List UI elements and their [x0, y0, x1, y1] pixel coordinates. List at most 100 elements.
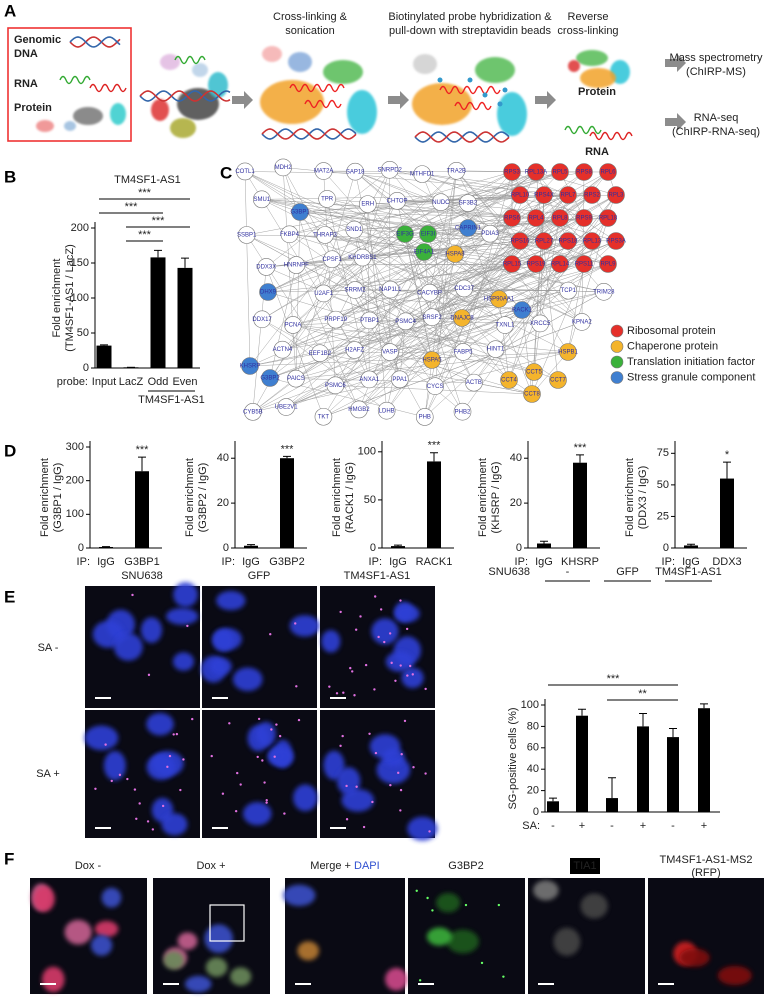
protein-blob — [208, 72, 228, 98]
image-label: (RFP) — [691, 867, 720, 879]
error-bar — [138, 456, 146, 472]
protein-blob — [580, 68, 616, 88]
node-label: MAT2A — [314, 169, 334, 175]
box-label: RNA — [14, 78, 38, 90]
node-label: RPS18 — [558, 239, 578, 245]
x-tick-label: + — [579, 820, 585, 832]
node-label: RPL15 — [503, 262, 522, 268]
rna-strand — [589, 131, 633, 141]
edge — [464, 263, 537, 289]
network-node — [420, 283, 439, 302]
edge — [323, 359, 433, 417]
node-label: HINT1 — [487, 347, 505, 353]
edge — [424, 170, 457, 418]
node-label: DDX3X — [256, 265, 276, 271]
row-label: SA + — [36, 768, 60, 780]
nucleus — [172, 652, 195, 671]
node-label: PTBP1 — [360, 318, 380, 324]
edge — [367, 204, 387, 411]
edge — [292, 324, 535, 373]
panel-label: B — [4, 167, 16, 186]
network-node — [535, 232, 553, 250]
chart-title: TM4SF1-AS1 — [114, 174, 181, 186]
nucleus — [533, 880, 559, 901]
edge — [286, 379, 370, 408]
error-bar — [430, 452, 438, 462]
nucleus — [212, 629, 234, 652]
node-label: COTL1 — [235, 169, 255, 175]
granule — [339, 610, 342, 614]
edge — [354, 240, 593, 351]
edge — [539, 217, 561, 324]
protein-blob — [412, 83, 472, 125]
edge — [335, 319, 475, 383]
edge — [422, 173, 537, 219]
network-node — [237, 226, 256, 244]
bar — [537, 543, 551, 548]
significance: *** — [281, 443, 295, 455]
network-node — [503, 209, 521, 227]
node-label: CYCS — [427, 384, 444, 390]
node-label: HSP90AA1 — [484, 297, 515, 303]
process-arrow — [388, 91, 409, 109]
network-node — [396, 312, 415, 331]
y-axis-label: Fold enrichment — [624, 458, 636, 537]
network-node — [415, 243, 433, 261]
significance: *** — [428, 440, 442, 452]
nucleus — [394, 604, 420, 623]
box-label: Genomic — [14, 34, 61, 46]
granule — [146, 820, 150, 823]
network-node — [346, 281, 364, 299]
node-label: RPS16 — [510, 239, 530, 245]
protein-blob — [36, 120, 54, 132]
dna-strand — [69, 36, 121, 48]
granule — [373, 688, 376, 691]
granule — [373, 595, 377, 598]
edge — [323, 233, 429, 294]
edge — [369, 240, 617, 380]
node-label: ERH — [361, 202, 374, 208]
label-background — [570, 858, 600, 874]
network-node — [511, 232, 529, 250]
edge — [511, 171, 569, 196]
network-node — [559, 281, 578, 300]
granule — [345, 818, 349, 821]
node-label: RACK1 — [512, 308, 533, 314]
nucleus — [293, 784, 318, 812]
network-node — [273, 340, 292, 359]
edge — [423, 251, 513, 265]
edge — [535, 217, 617, 242]
bar — [576, 715, 588, 812]
protein-blob — [151, 99, 169, 121]
node-label: RPL14 — [551, 262, 570, 268]
bar — [99, 546, 113, 548]
granule — [182, 758, 185, 761]
x-tick-label: IgG — [535, 556, 553, 568]
node-label: SRRM2 — [345, 288, 367, 294]
node-label: RPL9 — [600, 262, 616, 268]
y-axis-label: (KHSRP / IgG) — [490, 462, 502, 534]
edge — [269, 171, 537, 379]
node-label: SMU1 — [253, 197, 270, 203]
edge — [249, 353, 321, 367]
micrograph-content — [210, 717, 318, 826]
edge — [292, 324, 569, 353]
micrograph-content — [321, 595, 427, 697]
node-label: RPS6 — [504, 216, 520, 222]
network-node — [326, 310, 345, 329]
network-node — [496, 316, 514, 334]
granule — [135, 817, 138, 820]
network-node — [446, 245, 464, 263]
edge — [282, 167, 324, 294]
node-label: HSPB1 — [558, 350, 578, 356]
network-node — [311, 344, 329, 363]
error-bar — [100, 344, 108, 346]
node-label: KPNA2 — [572, 320, 592, 326]
node-label: MTHFD1 — [410, 172, 435, 178]
network-node — [253, 310, 271, 329]
edge — [335, 171, 537, 320]
edge — [504, 324, 533, 395]
y-axis-label: (G3BP2 / IgG) — [197, 463, 209, 533]
edge — [531, 351, 569, 395]
granule — [480, 961, 484, 965]
